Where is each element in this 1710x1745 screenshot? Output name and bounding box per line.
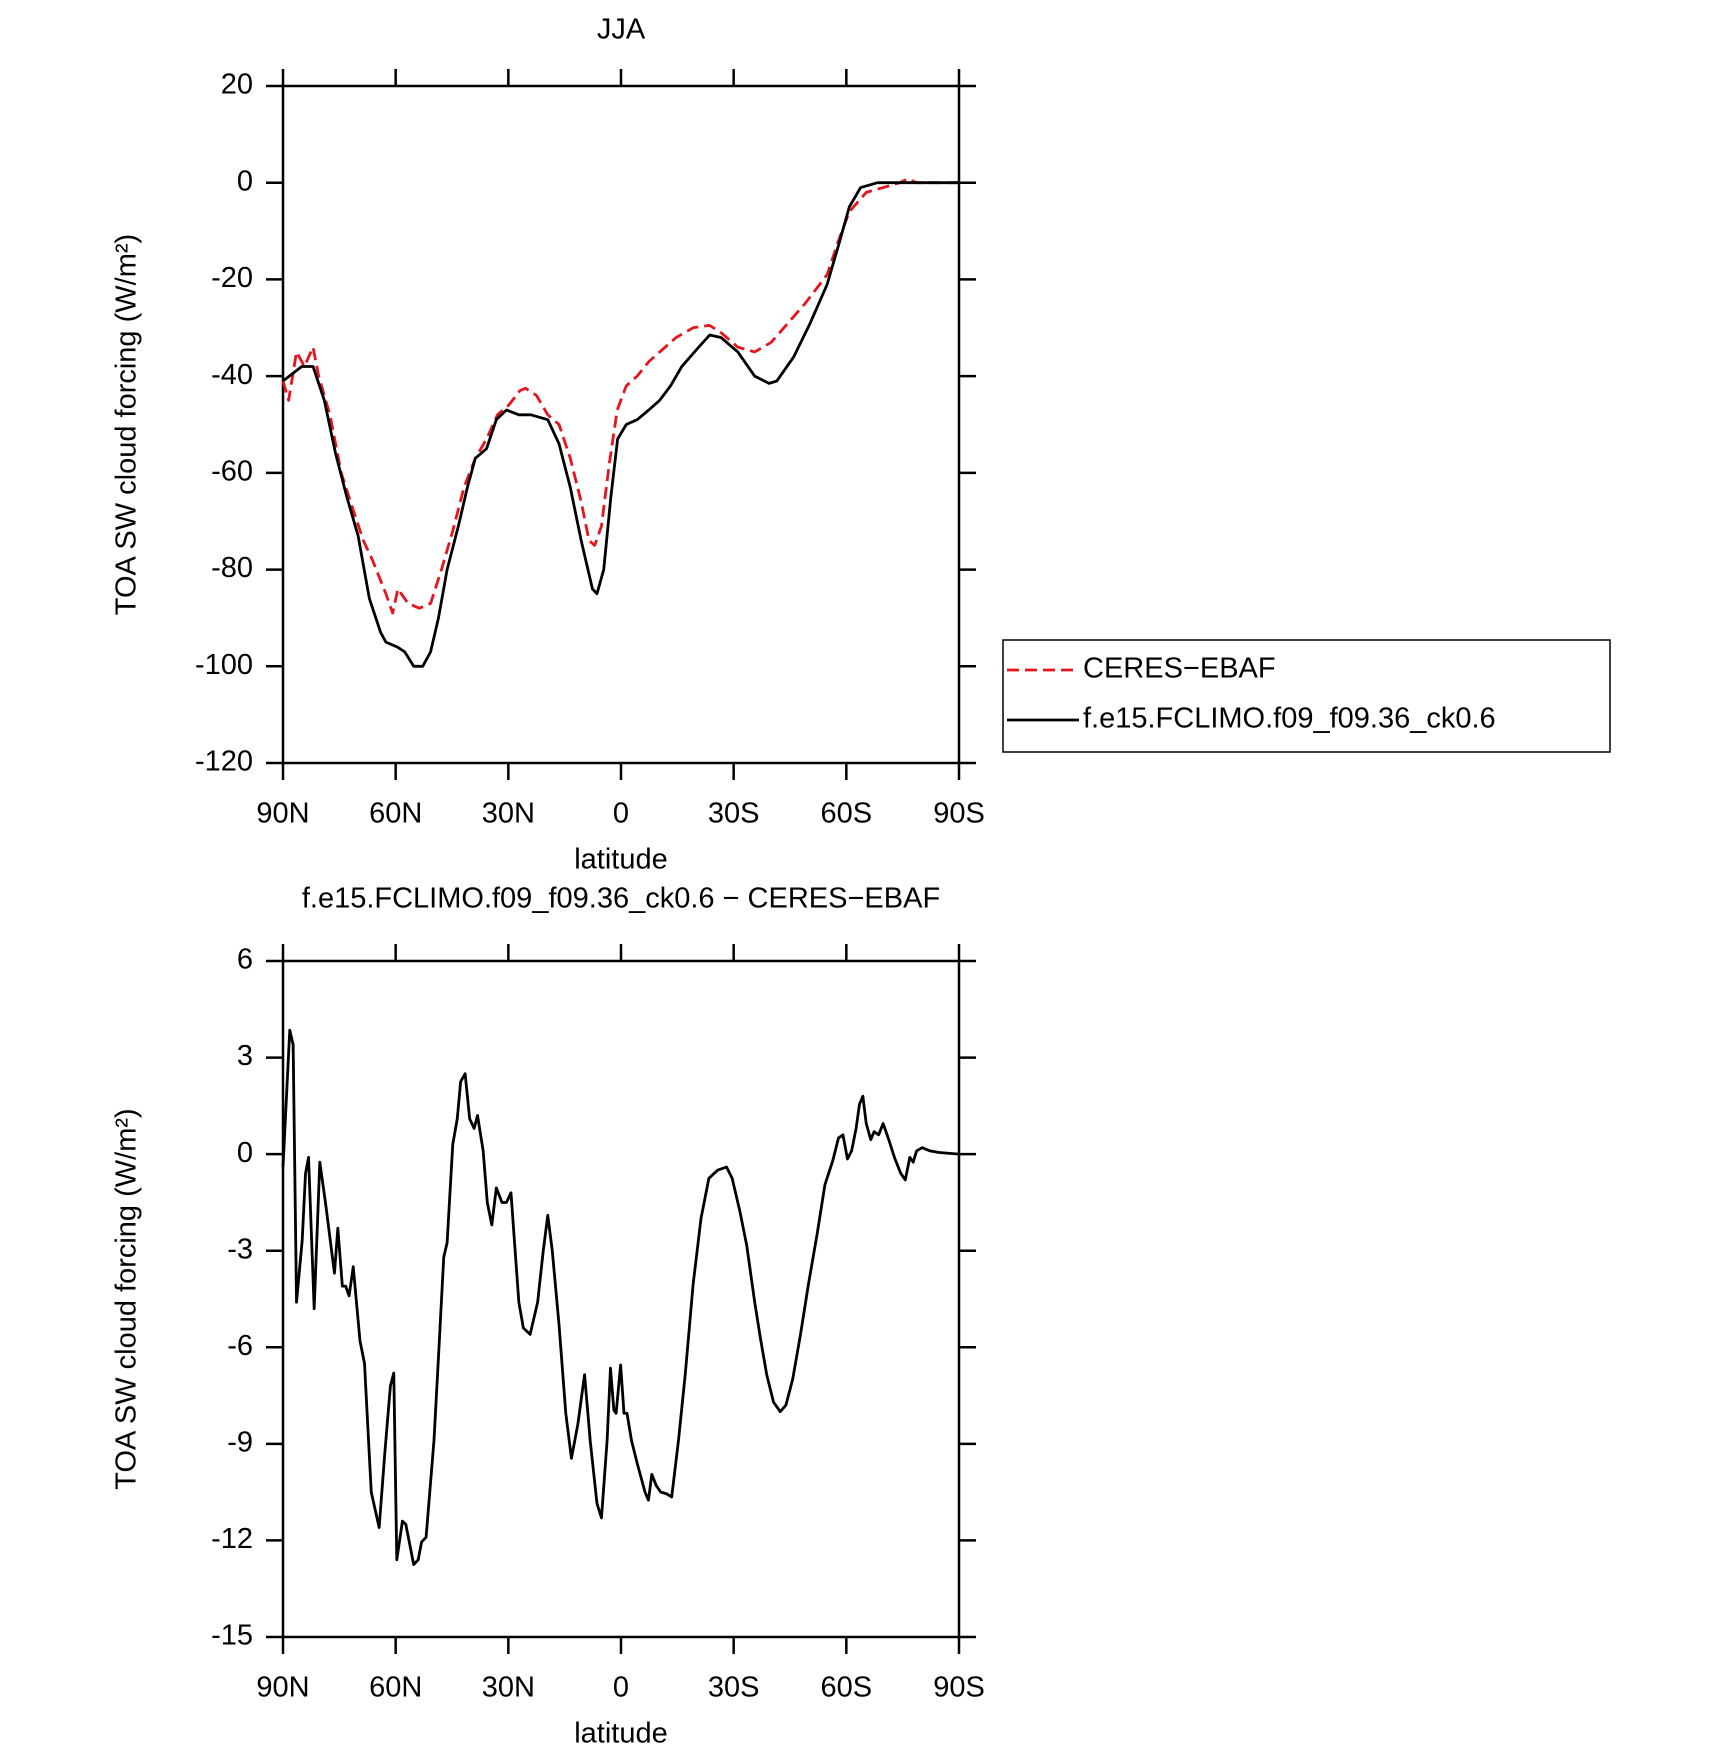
y-tick-label: -120 (195, 746, 253, 778)
x-tick-label: 90N (256, 798, 309, 830)
x-tick-label: 30S (708, 1672, 760, 1704)
x-tick-label: 60N (369, 1672, 422, 1704)
y-axis-label: TOA SW cloud forcing (W/m²) (111, 1108, 143, 1489)
y-tick-label: 0 (237, 165, 253, 197)
y-axis-label: TOA SW cloud forcing (W/m²) (111, 234, 143, 615)
x-tick-label: 90S (933, 798, 985, 830)
x-tick-label: 90N (256, 1672, 309, 1704)
x-axis-label: latitude (574, 1718, 668, 1745)
y-tick-label: -80 (211, 552, 253, 584)
y-tick-label: -60 (211, 456, 253, 488)
y-tick-label: 20 (221, 69, 253, 101)
x-tick-label: 0 (613, 798, 629, 830)
y-tick-label: -100 (195, 649, 253, 681)
x-tick-label: 60S (821, 1672, 873, 1704)
plot-frame (281, 84, 961, 765)
x-axis-label: latitude (574, 844, 668, 876)
x-tick-label: 60S (821, 798, 873, 830)
data-line (282, 181, 959, 668)
data-line (281, 1028, 960, 1566)
x-tick-label: 30S (708, 798, 760, 830)
data-line (281, 177, 959, 615)
chart-title: JJA (597, 14, 646, 46)
y-tick-label: -9 (227, 1427, 253, 1459)
y-tick-label: -15 (211, 1620, 253, 1652)
x-tick-label: 0 (613, 1672, 629, 1704)
x-tick-label: 60N (369, 798, 422, 830)
y-tick-label: -40 (211, 359, 253, 391)
plot-frame (281, 959, 961, 1639)
y-tick-label: 0 (237, 1137, 253, 1169)
x-tick-label: 30N (482, 1672, 535, 1704)
y-tick-label: 3 (237, 1040, 253, 1072)
y-tick-label: -6 (227, 1330, 253, 1362)
y-tick-label: -20 (211, 262, 253, 294)
y-tick-label: 6 (237, 944, 253, 976)
x-tick-label: 90S (933, 1672, 985, 1704)
y-tick-label: -3 (227, 1233, 253, 1265)
legend-box (1002, 639, 1611, 753)
legend-label: CERES−EBAF (1083, 653, 1276, 685)
chart-title: f.e15.FCLIMO.f09_f09.36_ck0.6 − CERES−EB… (302, 883, 940, 915)
x-tick-label: 30N (482, 798, 535, 830)
y-tick-label: -12 (211, 1523, 253, 1555)
legend-label: f.e15.FCLIMO.f09_f09.36_ck0.6 (1083, 703, 1496, 735)
